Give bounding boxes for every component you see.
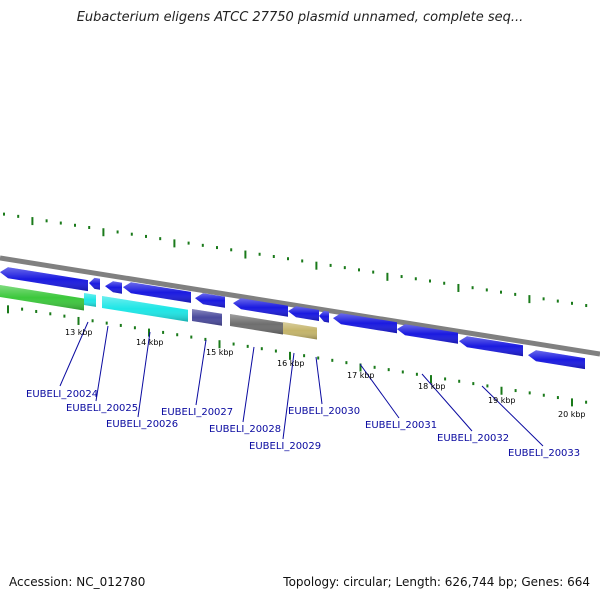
gene-callout-line: [242, 346, 255, 423]
genome-summary-text: Topology: circular; Length: 626,744 bp; …: [283, 575, 590, 589]
gene-arrow-20025-shade: [89, 277, 100, 290]
gene-arrow-20034-shade: [528, 350, 585, 370]
gene-label-eubeli-20030[interactable]: EUBELI_20030: [288, 406, 360, 417]
track-segment-gray-shade: [230, 314, 283, 335]
scale-label-20kbp: 20 kbp: [558, 410, 586, 419]
feature-tracks: [0, 285, 317, 340]
scale-label-15kbp: 15 kbp: [206, 348, 234, 357]
gene-label-eubeli-20025[interactable]: EUBELI_20025: [66, 403, 138, 414]
gene-label-eubeli-20026[interactable]: EUBELI_20026: [106, 419, 178, 430]
gene-callout-line: [59, 321, 89, 387]
accession-text: Accession: NC_012780: [9, 575, 146, 589]
gene-label-eubeli-20032[interactable]: EUBELI_20032: [437, 433, 509, 444]
gene-label-eubeli-20024[interactable]: EUBELI_20024: [26, 389, 98, 400]
gene-arrow-20032-shade: [397, 324, 458, 344]
gene-arrow-20027-shade: [195, 293, 225, 308]
gene-label-eubeli-20029[interactable]: EUBELI_20029: [249, 441, 321, 452]
scale-label-13kbp: 13 kbp: [65, 328, 93, 337]
track-segment-khaki-shade: [283, 322, 317, 340]
gene-callout-line: [95, 325, 109, 402]
outer-tick-marks: [3, 212, 588, 308]
map-title: Eubacterium eligens ATCC 27750 plasmid u…: [76, 10, 524, 25]
gene-label-eubeli-20031[interactable]: EUBELI_20031: [365, 420, 437, 431]
track-segment-cyan-shade: [84, 293, 96, 307]
gene-arrow-20033-shade: [459, 336, 523, 357]
gene-arrow-20029-shade: [288, 306, 319, 321]
gene-label-eubeli-20027[interactable]: EUBELI_20027: [161, 407, 233, 418]
gene-callout-line: [137, 331, 151, 418]
gene-arrow-20024-shade: [0, 267, 88, 292]
gene-callout-line: [481, 385, 544, 447]
scale-label-14kbp: 14 kbp: [136, 338, 164, 347]
sequence-backbone: [0, 255, 600, 357]
gene-callout-line: [359, 363, 400, 419]
gene-label-eubeli-20028[interactable]: EUBELI_20028: [209, 424, 281, 435]
gene-callout-line: [421, 373, 473, 432]
track-segment-green-shade: [0, 285, 84, 311]
gene-callout-line: [315, 356, 323, 405]
gene-arrow-20026-shade: [123, 282, 191, 303]
gene-arrow-20026a-shade: [105, 281, 122, 294]
track-segment-cyan-shade: [102, 296, 188, 322]
gene-callout-lines: [59, 321, 544, 447]
scale-label-19kbp: 19 kbp: [488, 396, 516, 405]
gene-arrow-20030-shade: [319, 310, 329, 323]
scale-label-16kbp: 16 kbp: [277, 359, 305, 368]
track-segment-purple-shade: [192, 309, 222, 326]
gene-callout-line: [282, 352, 295, 440]
scale-label-17kbp: 17 kbp: [347, 371, 375, 380]
gene-arrows: [0, 267, 585, 370]
gene-callout-line: [195, 339, 207, 406]
gene-arrow-20031-shade: [333, 313, 397, 334]
gene-arrow-20028-shade: [233, 298, 288, 317]
scale-label-18kbp: 18 kbp: [418, 382, 446, 391]
gene-label-eubeli-20033[interactable]: EUBELI_20033: [508, 448, 580, 459]
inner-tick-marks: [7, 305, 588, 407]
